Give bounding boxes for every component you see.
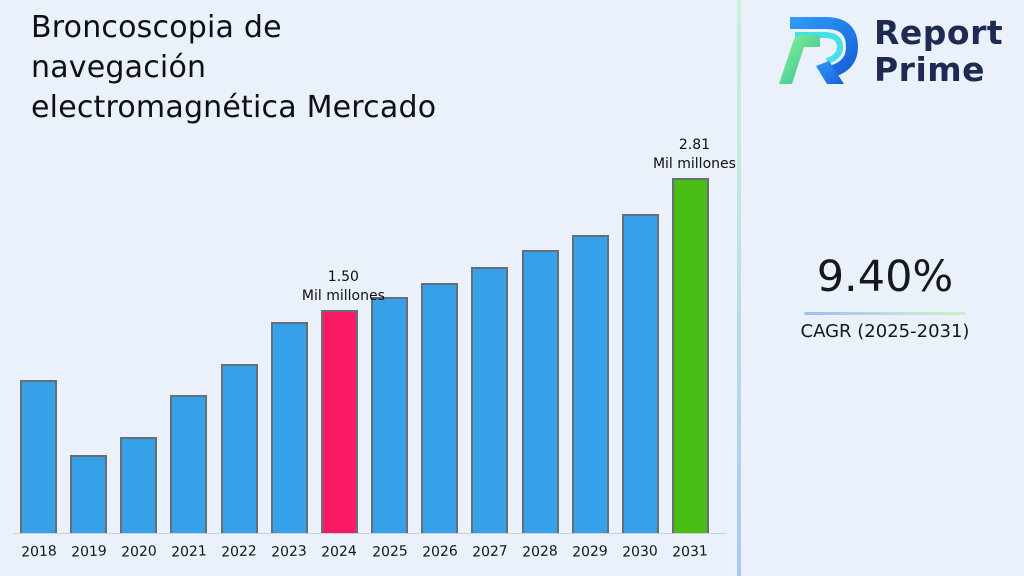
cagr-label: CAGR (2025-2031) <box>800 321 970 342</box>
cagr-value: 9.40% <box>816 252 954 302</box>
bar-2031 <box>671 178 709 533</box>
report-prime-logo: Report Prime <box>772 10 1003 94</box>
page-title-line-3: electromagnética Mercado <box>31 90 437 125</box>
vertical-divider <box>737 0 741 576</box>
cagr-panel: 9.40% CAGR (2025-2031) <box>790 252 980 342</box>
page-title-line-1: Broncoscopia de <box>31 10 282 45</box>
logo-word-report: Report <box>874 13 1004 52</box>
bar-2019 <box>70 455 108 533</box>
market-bar-chart: 2018 2019 2020 2021 2022 2023 2024 2025 2026 2027… <box>13 137 736 561</box>
bar-2018 <box>20 380 57 533</box>
bar-value-annotation-2031: 2.81 Mil millones <box>652 137 736 172</box>
bar-2030 <box>621 214 659 533</box>
x-axis-line <box>13 533 726 534</box>
bar-2026 <box>421 283 459 533</box>
bar-2025 <box>371 297 409 533</box>
bar-2021 <box>170 395 208 533</box>
logo-word-prime: Prime <box>874 50 986 89</box>
bar-2029 <box>571 235 609 533</box>
bar-2020 <box>120 437 158 533</box>
bar-2028 <box>521 250 559 533</box>
bar-2027 <box>471 267 509 533</box>
report-prime-logo-mark-icon <box>779 17 859 84</box>
page-title-line-2: navegación <box>31 50 207 85</box>
bar-2022 <box>220 364 258 533</box>
report-prime-logo-text: Report Prime <box>874 14 1003 88</box>
bar-2024 <box>320 310 358 533</box>
bar-2023 <box>270 322 308 533</box>
cagr-underline <box>804 312 966 315</box>
x-axis-label-2031: 2031 <box>672 543 709 561</box>
bar-value-annotation-2024: 1.50 Mil millones <box>301 269 385 304</box>
page-title: Broncoscopia de navegación electromagnét… <box>31 8 531 128</box>
